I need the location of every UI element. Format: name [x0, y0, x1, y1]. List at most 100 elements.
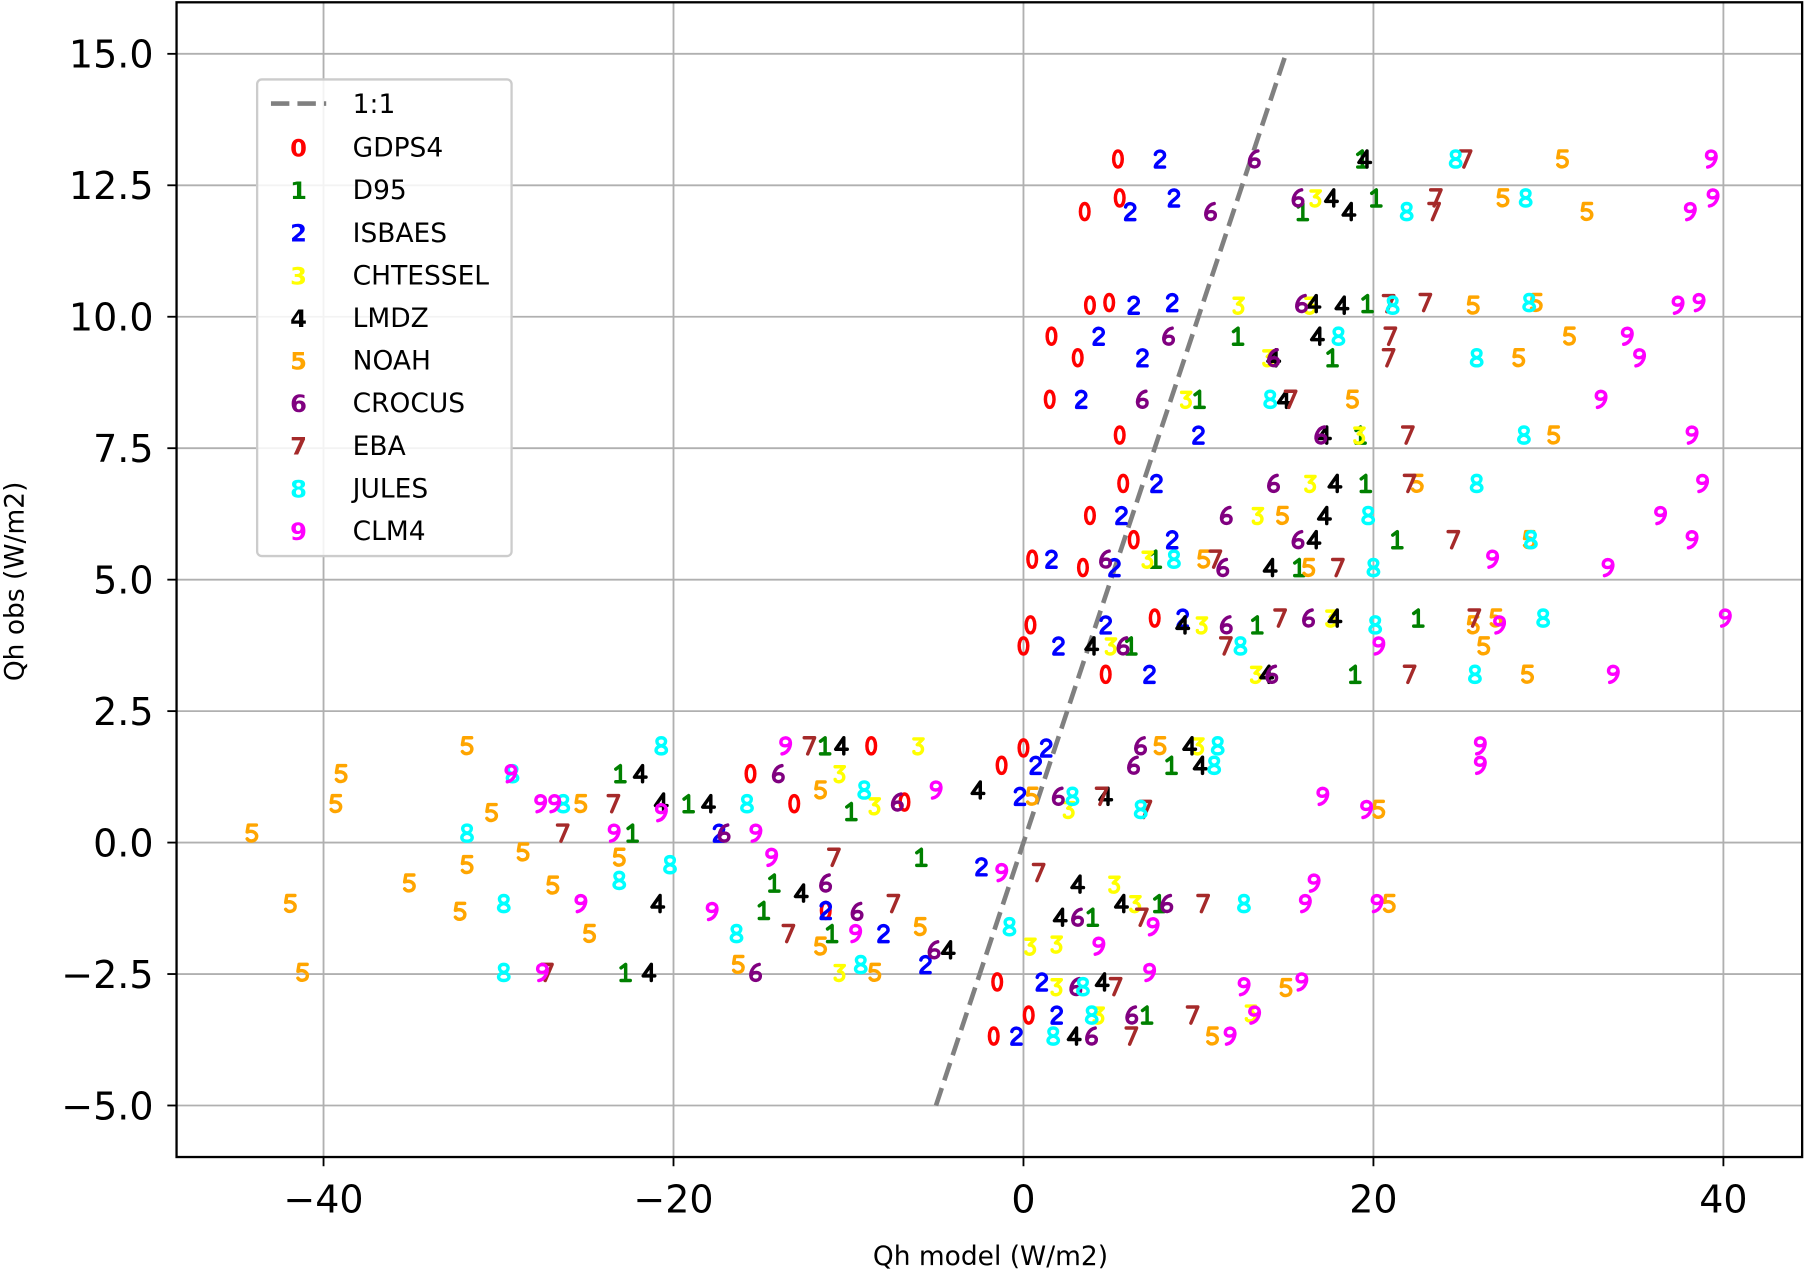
data-point-eba [802, 736, 817, 756]
data-point-gdps4 [1071, 347, 1084, 368]
data-point-noah [1466, 295, 1480, 315]
data-point-d95 [1359, 473, 1373, 494]
data-point-noah [868, 962, 882, 983]
data-point-isbaes [1045, 549, 1058, 569]
data-point-isbaes [1115, 505, 1128, 526]
data-point-isbaes [877, 923, 890, 944]
data-point-gdps4 [1103, 292, 1116, 313]
data-point-crocus [1127, 755, 1141, 775]
data-point-eba [1094, 786, 1109, 807]
data-point-jules [663, 854, 677, 875]
data-point-chtessel [1104, 637, 1118, 656]
data-point-jules [1361, 505, 1376, 526]
data-point-jules [1448, 149, 1463, 169]
data-point-lmdz [793, 883, 809, 903]
data-point-clm4 [654, 802, 668, 823]
x-axis-label: Qh model (W/m2) [873, 1241, 1108, 1271]
y-axis-label: Qh obs (W/m2) [0, 482, 30, 682]
data-point-isbaes [1108, 557, 1121, 578]
data-point-jules [1237, 893, 1251, 914]
data-point-gdps4 [788, 793, 801, 814]
data-point-gdps4 [987, 1026, 1000, 1046]
data-point-gdps4 [1111, 149, 1124, 169]
y-tick-label: 15.0 [69, 33, 154, 77]
legend-label: 1:1 [353, 89, 396, 120]
data-point-noah [460, 736, 474, 756]
data-point-clm4 [1692, 292, 1706, 313]
data-point-jules [1331, 326, 1346, 346]
data-point-clm4 [1685, 425, 1699, 445]
data-point-noah [1477, 636, 1491, 656]
data-point-d95 [1193, 389, 1206, 410]
data-point-d95 [682, 793, 695, 814]
data-point-clm4 [534, 794, 548, 814]
data-point-gdps4 [1017, 636, 1030, 656]
data-point-crocus [1267, 347, 1281, 368]
data-point-noah [1206, 1026, 1219, 1046]
data-point-eba [555, 823, 570, 843]
data-point-jules [1366, 557, 1381, 578]
data-point-jules [1468, 664, 1482, 685]
data-point-clm4 [765, 847, 779, 868]
data-point-crocus [1085, 1026, 1099, 1046]
data-point-clm4 [1473, 736, 1487, 756]
data-point-gdps4 [1017, 738, 1030, 758]
data-point-crocus [1125, 1005, 1139, 1025]
data-point-gdps4 [1024, 615, 1037, 635]
data-point-noah [402, 873, 416, 893]
data-point-noah [245, 823, 259, 843]
data-point-crocus [850, 901, 864, 922]
data-point-d95 [1231, 326, 1245, 346]
legend-label: CLM4 [353, 516, 426, 547]
data-point-crocus [1204, 201, 1218, 222]
data-point-jules [1084, 1005, 1099, 1025]
data-point-clm4 [1146, 917, 1160, 937]
data-point-crocus [1216, 557, 1230, 578]
series-isbaes [712, 149, 1205, 1046]
series-jules [460, 149, 1551, 1046]
data-point-d95 [1411, 608, 1425, 628]
data-point-d95 [757, 900, 771, 921]
series-chtessel [833, 189, 1366, 1025]
data-point-noah [1279, 977, 1293, 998]
data-point-clm4 [1143, 962, 1157, 983]
data-point-crocus [1071, 907, 1085, 927]
data-point-jules [1002, 916, 1017, 937]
data-point-lmdz [1094, 972, 1110, 992]
data-point-isbaes [1039, 738, 1053, 758]
data-point-jules [857, 780, 872, 800]
x-axis-ticks: −40 −20 0 20 40 [283, 1157, 1748, 1221]
data-point-chtessel [1195, 616, 1209, 635]
data-point-crocus [1219, 505, 1233, 526]
data-point-noah [1346, 389, 1359, 409]
data-point-d95 [1165, 755, 1178, 776]
data-point-chtessel [1050, 978, 1064, 997]
data-point-isbaes [1052, 636, 1065, 656]
data-point-d95 [1390, 529, 1404, 550]
data-point-noah [460, 854, 474, 875]
data-point-noah [1302, 557, 1316, 578]
legend-marker-eba: 7 [290, 433, 307, 461]
data-point-crocus [1295, 293, 1309, 314]
data-point-chtessel [868, 797, 882, 816]
data-point-crocus [1219, 615, 1233, 635]
data-point-eba [1218, 636, 1233, 656]
data-point-jules [1046, 1026, 1061, 1046]
data-point-gdps4 [865, 736, 878, 756]
legend-box [255, 78, 513, 558]
data-point-chtessel [1062, 800, 1076, 820]
data-point-eba [1467, 608, 1482, 628]
data-point-isbaes [1165, 292, 1179, 313]
data-point-crocus [1069, 976, 1083, 997]
data-point-eba [1402, 664, 1417, 685]
data-point-lmdz [1066, 1026, 1082, 1046]
data-point-jules [1210, 736, 1225, 756]
data-point-crocus [1267, 473, 1281, 494]
data-point-noah [1563, 326, 1576, 346]
data-point-eba [1330, 557, 1345, 578]
data-point-clm4 [849, 923, 863, 944]
data-point-noah [1276, 505, 1289, 526]
y-tick-label: −2.5 [61, 953, 153, 997]
data-point-eba [1446, 529, 1461, 550]
data-point-clm4 [1654, 505, 1668, 526]
